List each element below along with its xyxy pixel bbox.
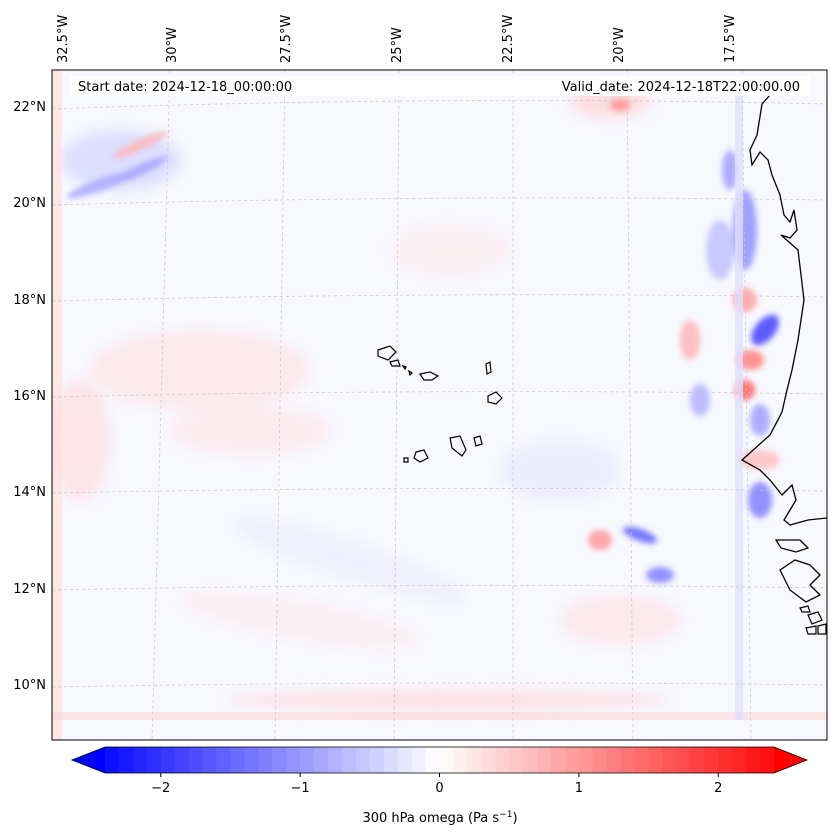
lat-label: 10°N: [13, 678, 46, 693]
colorbar-cell: [495, 747, 510, 773]
lat-label: 22°N: [13, 100, 46, 115]
lat-label: 14°N: [13, 485, 46, 500]
map-frame: [51, 69, 828, 741]
lon-label: 25°W: [390, 27, 405, 63]
omega-field: [52, 70, 827, 740]
coastline-bijagos: [799, 605, 827, 635]
valid-date-label: Valid_date: 2024-12-18T22:00:00.00: [562, 80, 800, 95]
coastline-gambia: [774, 539, 810, 553]
colorbar-cell: [690, 747, 705, 773]
lat-label: 16°N: [13, 389, 46, 404]
colorbar-tick: −1: [291, 773, 310, 796]
colorbar-cell: [272, 747, 287, 773]
colorbar-cell: [328, 747, 343, 773]
colorbar-cell: [620, 747, 636, 773]
lat-label: 20°N: [13, 196, 46, 211]
colorbar-cell: [732, 747, 747, 773]
colorbar-tick: 0: [435, 773, 444, 796]
colorbar-cell: [704, 747, 719, 773]
colorbar: −2 −1 0 1 2 300 hPa omega (Pa s−1): [70, 746, 809, 826]
lon-label: 17.5°W: [723, 15, 738, 63]
coastline-guinea-bissau: [779, 559, 822, 603]
colorbar-cell: [230, 747, 245, 773]
colorbar-tick-label: −2: [151, 781, 170, 796]
colorbar-cell: [105, 747, 120, 773]
colorbar-cell: [369, 747, 385, 773]
colorbar-extend-min: [72, 747, 105, 773]
colorbar-cell: [467, 747, 482, 773]
colorbar-cell: [258, 747, 273, 773]
colorbar-cell: [411, 747, 427, 773]
colorbar-cell: [314, 747, 329, 773]
colorbar-cell: [537, 747, 552, 773]
colorbar-cell: [523, 747, 538, 773]
colorbar-cell: [564, 747, 580, 773]
colorbar-cell: [160, 747, 176, 773]
colorbar-cell: [216, 747, 232, 773]
colorbar-cell: [188, 747, 204, 773]
colorbar-cell: [118, 747, 134, 773]
colorbar-cell: [355, 747, 371, 773]
lon-label: 20°W: [612, 27, 627, 63]
colorbar-cell: [662, 747, 678, 773]
colorbar-tick: 1: [575, 773, 583, 796]
colorbar-cell: [648, 747, 664, 773]
colorbar-cell: [439, 747, 455, 773]
colorbar-cell: [481, 747, 496, 773]
colorbar-cell: [425, 747, 441, 773]
colorbar-tick-label: 0: [435, 781, 443, 796]
colorbar-cell: [383, 747, 399, 773]
colorbar-cell: [300, 747, 315, 773]
map-area: [52, 70, 827, 740]
lon-label: 32.5°W: [56, 15, 71, 63]
lon-label: 30°W: [165, 27, 180, 63]
colorbar-cell: [174, 747, 190, 773]
colorbar-tick-label: 1: [575, 781, 583, 796]
lon-labels: 32.5°W 30°W 27.5°W 25°W 22.5°W 20°W 17.5…: [56, 15, 738, 63]
colorbar-cell: [746, 747, 761, 773]
lon-label: 27.5°W: [279, 15, 294, 63]
colorbar-ticks: −2 −1 0 1 2: [151, 773, 722, 796]
colorbar-cell: [509, 747, 524, 773]
colorbar-tick: 2: [714, 773, 722, 796]
colorbar-cell: [453, 747, 468, 773]
colorbar-cell: [202, 747, 218, 773]
colorbar-label: 300 hPa omega (Pa s−1): [362, 810, 517, 826]
colorbar-cell: [132, 747, 148, 773]
graticule: [52, 70, 827, 740]
header-box: [70, 76, 810, 96]
colorbar-cell: [551, 747, 566, 773]
lat-labels: 22°N 20°N 18°N 16°N 14°N 12°N 10°N: [13, 100, 46, 693]
colorbar-cell: [244, 747, 259, 773]
colorbar-cell: [718, 747, 733, 773]
colorbar-cell: [592, 747, 608, 773]
colorbar-cell: [760, 747, 775, 773]
colorbar-cell: [634, 747, 650, 773]
colorbar-cell: [146, 747, 162, 773]
colorbar-cell: [676, 747, 691, 773]
lat-label: 18°N: [13, 293, 46, 308]
colorbar-tick-label: 2: [714, 781, 722, 796]
colorbar-tick-label: −1: [291, 781, 310, 796]
lon-label: 22.5°W: [501, 15, 516, 63]
colorbar-tick: −2: [151, 773, 170, 796]
colorbar-cell: [397, 747, 413, 773]
colorbar-cell: [341, 747, 357, 773]
colorbar-cell: [606, 747, 622, 773]
colorbar-extend-max: [774, 747, 807, 773]
colorbar-cell: [578, 747, 594, 773]
lat-label: 12°N: [13, 582, 46, 597]
cape-verde-islands: [377, 345, 503, 463]
coastline-africa: [740, 94, 827, 526]
colorbar-outline: [70, 746, 809, 774]
start-date-label: Start date: 2024-12-18_00:00:00: [78, 80, 292, 95]
colorbar-cells: [105, 747, 775, 773]
colorbar-cell: [286, 747, 301, 773]
